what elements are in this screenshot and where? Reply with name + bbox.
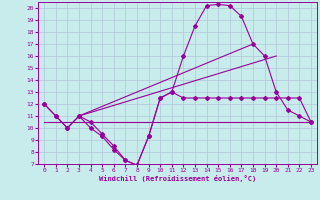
X-axis label: Windchill (Refroidissement éolien,°C): Windchill (Refroidissement éolien,°C)	[99, 175, 256, 182]
